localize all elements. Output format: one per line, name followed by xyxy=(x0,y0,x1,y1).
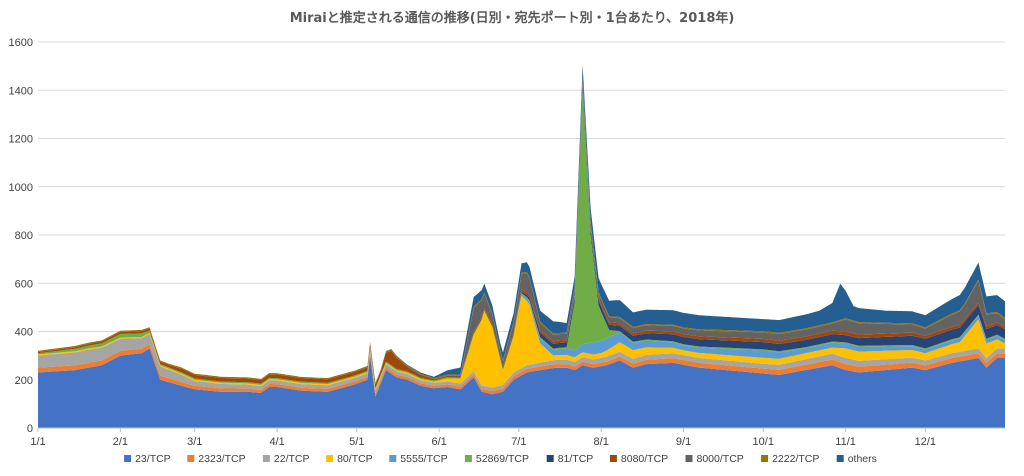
x-tick-label: 5/1 xyxy=(349,436,364,448)
x-tick-label: 3/1 xyxy=(187,436,202,448)
y-tick-label: 200 xyxy=(15,375,33,387)
x-tick-label: 8/1 xyxy=(594,436,609,448)
legend-label: 2323/TCP xyxy=(198,453,245,465)
legend-label: 8080/TCP xyxy=(621,453,668,465)
legend-item: 5555/TCP xyxy=(389,453,448,465)
legend: 23/TCP 2323/TCP 22/TCP 80/TCP 5555/TCP 52869/… xyxy=(124,453,877,465)
legend-swatch xyxy=(326,455,334,462)
legend-item: 8000/TCP xyxy=(685,453,744,465)
y-tick-label: 1000 xyxy=(9,182,33,194)
legend-label: 52869/TCP xyxy=(476,453,529,465)
legend-item: 23/TCP xyxy=(124,453,171,465)
legend-item: 81/TCP xyxy=(546,453,594,465)
chart-title: Miraiと推定される通信の推移(日別・宛先ポート別・1台あたり、2018年) xyxy=(290,10,735,26)
y-tick-label: 0 xyxy=(27,423,33,435)
x-tick-label: 4/1 xyxy=(269,436,284,448)
area-layer xyxy=(38,64,1005,428)
legend-label: 8000/TCP xyxy=(697,453,744,465)
legend-swatch xyxy=(262,455,270,462)
x-tick-label: 6/1 xyxy=(431,436,446,448)
legend-item: 22/TCP xyxy=(262,453,310,465)
y-tick-label: 800 xyxy=(15,230,33,242)
x-tick-label: 11/1 xyxy=(835,436,856,448)
legend-item: 8080/TCP xyxy=(609,453,668,465)
y-tick-label: 400 xyxy=(15,327,33,339)
legend-swatch xyxy=(761,455,769,462)
legend-label: 5555/TCP xyxy=(400,453,447,465)
y-tick-label: 600 xyxy=(15,278,33,290)
legend-label: 81/TCP xyxy=(558,453,594,465)
legend-item: 52869/TCP xyxy=(464,453,529,465)
legend-item: others xyxy=(836,453,877,465)
x-tick-label: 10/1 xyxy=(753,436,774,448)
x-tick-label: 7/1 xyxy=(511,436,526,448)
series-area-23-tcp xyxy=(38,348,1005,428)
y-tick-label: 1600 xyxy=(9,37,33,49)
x-tick-label: 9/1 xyxy=(676,436,691,448)
x-tick-label: 1/1 xyxy=(30,436,45,448)
y-tick-label: 1200 xyxy=(9,134,33,146)
y-tick-label: 1400 xyxy=(9,85,33,97)
axis-layer: 0 200 400 600 800 1000 1200 1400 1600 1/1 2/1 3/1 4/… xyxy=(9,37,1005,448)
legend-label: others xyxy=(848,453,877,465)
legend-swatch xyxy=(685,455,693,462)
legend-item: 2323/TCP xyxy=(187,453,246,465)
legend-swatch xyxy=(609,455,617,462)
legend-swatch xyxy=(389,455,397,462)
x-tick-label: 12/1 xyxy=(915,436,936,448)
legend-label: 22/TCP xyxy=(274,453,310,465)
legend-label: 23/TCP xyxy=(135,453,171,465)
legend-item: 80/TCP xyxy=(326,453,373,465)
legend-label: 80/TCP xyxy=(337,453,373,465)
legend-swatch xyxy=(464,455,472,462)
legend-swatch xyxy=(546,455,554,462)
series-area-22-tcp xyxy=(38,334,1005,394)
legend-swatch xyxy=(836,455,844,462)
x-tick-label: 2/1 xyxy=(113,436,128,448)
legend-swatch xyxy=(124,455,132,462)
legend-label: 2222/TCP xyxy=(772,453,819,465)
series-area-80-tcp xyxy=(38,295,1005,391)
legend-item: 2222/TCP xyxy=(761,453,819,465)
legend-swatch xyxy=(187,455,195,462)
